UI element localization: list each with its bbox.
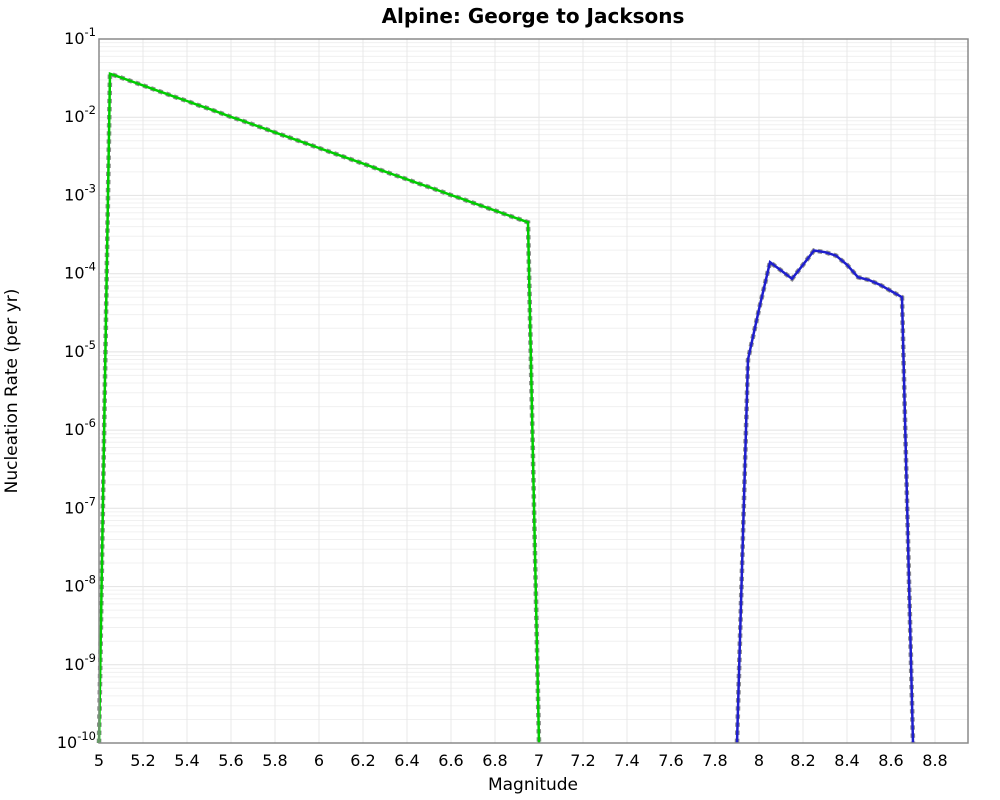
chart-title: Alpine: George to Jacksons (382, 4, 685, 28)
x-tick-label: 8 (754, 751, 764, 770)
x-tick-label: 5.4 (174, 751, 199, 770)
x-tick-label: 5.6 (218, 751, 243, 770)
x-tick-labels: 5 5.2 5.4 5.6 5.8 6 6.2 6.4 6.6 6.8 7 7.2 7.4 7.6 7.8 8… (94, 751, 948, 770)
x-tick-label: 8.2 (790, 751, 815, 770)
x-tick-label: 7.6 (658, 751, 683, 770)
x-tick-label: 5.2 (130, 751, 155, 770)
y-tick-labels: 10-1 10-2 10-3 10-4 10-5 10-6 10-7 10-8 10-9 10-1… (57, 25, 96, 752)
x-tick-label: 8.6 (878, 751, 903, 770)
x-tick-label: 7.2 (570, 751, 595, 770)
x-tick-label: 6.8 (482, 751, 507, 770)
y-tick-label: 10-6 (64, 416, 96, 439)
y-tick-label: 10-8 (64, 573, 96, 596)
x-tick-label: 6.2 (350, 751, 375, 770)
y-tick-label: 10-5 (64, 338, 96, 361)
x-tick-label: 6.6 (438, 751, 463, 770)
series-line-blue-curve (735, 249, 915, 744)
y-tick-label: 10-9 (64, 651, 96, 674)
x-tick-label: 7.8 (702, 751, 727, 770)
x-tick-label: 5 (94, 751, 104, 770)
plot-frame (98, 38, 969, 744)
series-layer (96, 70, 916, 744)
x-axis-label: Magnitude (488, 775, 578, 795)
y-axis-label: Nucleation Rate (per yr) (2, 289, 22, 494)
x-tick-label: 5.8 (262, 751, 287, 770)
x-tick-label: 6.4 (394, 751, 419, 770)
x-tick-label: 8.8 (922, 751, 947, 770)
x-tick-label: 7 (534, 751, 544, 770)
y-tick-label: 10-10 (57, 729, 96, 752)
y-tick-label: 10-1 (64, 25, 96, 48)
x-tick-label: 6 (314, 751, 324, 770)
x-tick-label: 8.4 (834, 751, 859, 770)
y-tick-label: 10-3 (64, 181, 96, 204)
y-tick-label: 10-4 (64, 260, 96, 283)
grid-layer (98, 38, 968, 744)
series-line-green-curve (97, 71, 541, 744)
series-underlay-blue-curve (734, 248, 916, 744)
y-tick-label: 10-2 (64, 103, 96, 126)
y-tick-label: 10-7 (64, 494, 96, 517)
x-tick-label: 7.4 (614, 751, 639, 770)
